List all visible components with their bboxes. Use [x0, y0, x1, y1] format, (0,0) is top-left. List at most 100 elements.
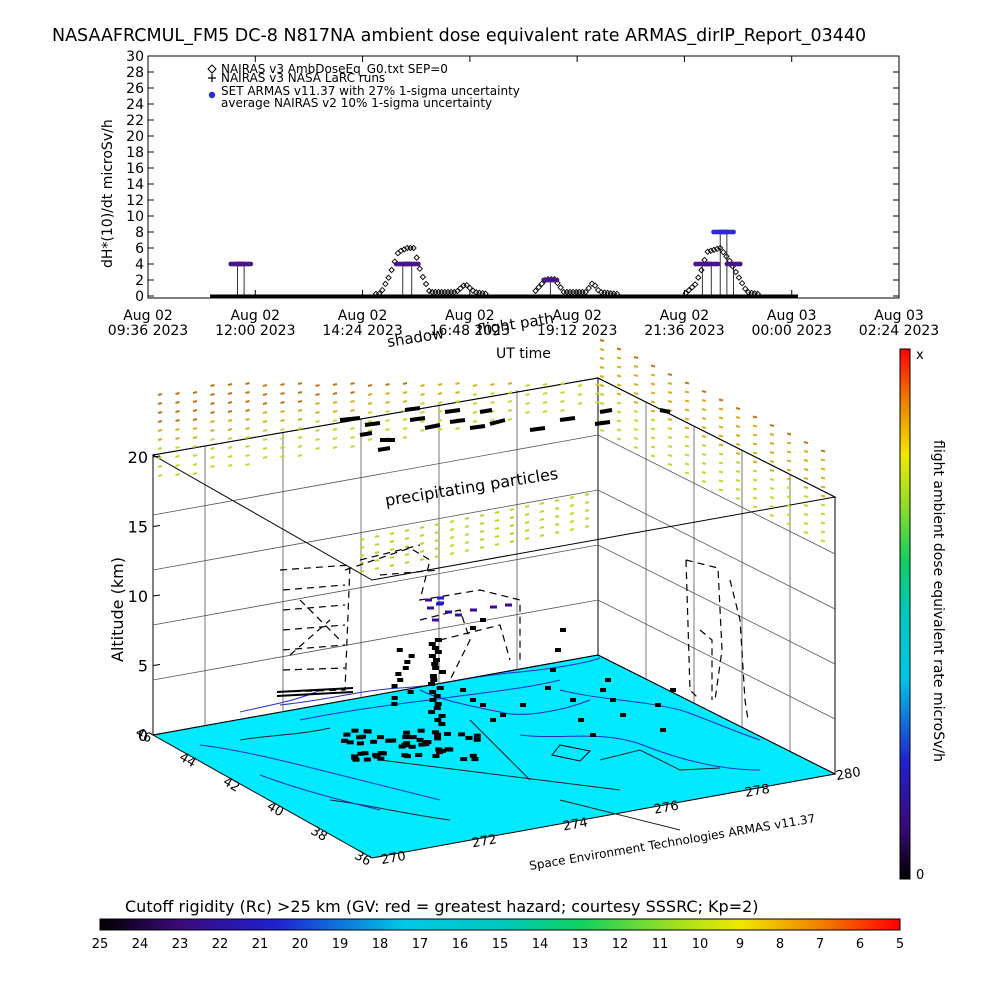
particle-mark [367, 384, 373, 387]
particle-mark [599, 429, 605, 432]
top-y-tick-label: 0 [135, 289, 144, 305]
particle-mark [157, 456, 163, 459]
particle-mark [297, 382, 303, 385]
nairas-v3-point [594, 286, 602, 294]
particle-mark [367, 429, 373, 432]
particle-mark [542, 383, 548, 386]
shadow-mark [377, 446, 391, 452]
particle-mark [389, 564, 395, 567]
particle-mark [419, 526, 425, 529]
particle-mark [701, 426, 707, 429]
particle-mark [350, 391, 355, 394]
armas-point [715, 261, 721, 267]
particle-mark [803, 522, 809, 525]
particle-mark [584, 493, 590, 496]
altitude-tick-label: 15 [128, 518, 148, 537]
particle-mark [633, 392, 639, 395]
particle-mark [404, 553, 410, 556]
particle-mark [752, 424, 758, 428]
nairas-v3-point [691, 281, 699, 288]
particle-mark [560, 409, 565, 412]
particle-mark [569, 496, 575, 499]
latitude-tick-label: 46 [133, 725, 155, 746]
particle-mark [769, 433, 775, 436]
nairas-v3-point [457, 285, 464, 292]
particle-mark [280, 446, 285, 449]
particle-mark [752, 496, 758, 500]
particle-mark [464, 541, 470, 544]
particle-mark [227, 428, 233, 431]
particle-mark [584, 525, 590, 528]
particle-mark [434, 539, 440, 542]
particle-mark [449, 528, 455, 531]
particle-mark [509, 540, 515, 543]
nairas-v3-point [582, 288, 589, 296]
particle-mark [437, 401, 443, 404]
particle-mark [227, 419, 233, 422]
cutoff-rigidity-tick-label: 13 [572, 937, 589, 952]
nairas-v3-point [450, 288, 458, 296]
top-y-axis-label: dH*(10)/dt microSv/h [100, 119, 116, 268]
particle-mark [472, 411, 478, 414]
particle-mark [315, 402, 320, 405]
particle-mark [280, 428, 285, 431]
particle-mark [297, 454, 303, 457]
particle-mark [650, 427, 656, 431]
particle-mark [315, 411, 320, 414]
particle-mark [718, 452, 724, 456]
dose-colorbar-min-label: 0 [916, 868, 924, 883]
particle-mark [803, 486, 809, 489]
particle-mark [509, 508, 515, 511]
armas-purple-marks [425, 598, 512, 622]
nairas-v3-point [460, 282, 467, 289]
particle-mark [157, 438, 163, 441]
particle-mark [359, 546, 365, 549]
particle-mark [479, 546, 485, 549]
particle-mark [157, 465, 163, 468]
particle-mark [584, 501, 590, 504]
particle-mark [650, 364, 656, 368]
particle-mark [554, 507, 560, 510]
particle-mark [769, 442, 775, 445]
particle-mark [616, 347, 622, 351]
shadow-mark [469, 424, 486, 430]
particle-mark [404, 561, 410, 564]
top-y-tick-label: 22 [126, 113, 144, 129]
armas-point [737, 261, 743, 267]
particle-mark [718, 425, 724, 429]
particle-mark [210, 393, 215, 396]
top-x-tick-date: Aug 02 [445, 308, 495, 324]
particle-mark [437, 383, 443, 386]
particle-mark [227, 392, 233, 395]
particle-mark [280, 410, 285, 413]
flight-path-dashed [279, 544, 749, 721]
nairas-v3-point [419, 273, 427, 281]
top-y-tick-label: 2 [135, 273, 144, 289]
legend-plus-icon [208, 74, 216, 82]
particle-mark [157, 474, 163, 477]
particle-mark [650, 454, 656, 458]
particle-mark [569, 512, 575, 515]
particle-mark [803, 477, 809, 480]
shadow-mark [449, 418, 466, 424]
particle-mark [157, 447, 163, 450]
particle-mark [735, 443, 741, 446]
particle-mark [584, 509, 590, 512]
particle-mark [157, 420, 163, 423]
shadow-mark [444, 408, 461, 414]
particle-mark [786, 477, 792, 481]
particle-mark [684, 417, 690, 421]
particle-mark [507, 400, 513, 403]
particle-mark [420, 429, 425, 432]
map-boundaries [199, 657, 761, 831]
particle-mark [539, 526, 545, 529]
particle-mark [402, 427, 408, 430]
particle-mark [820, 521, 826, 525]
cutoff-rigidity-tick-label: 7 [816, 937, 824, 952]
cutoff-rigidity-tick-label: 24 [132, 937, 149, 952]
top-y-tick-label: 28 [126, 65, 144, 81]
particle-mark [735, 479, 741, 482]
particle-mark [157, 402, 163, 405]
particle-mark [525, 411, 530, 414]
particle-mark [280, 401, 285, 404]
